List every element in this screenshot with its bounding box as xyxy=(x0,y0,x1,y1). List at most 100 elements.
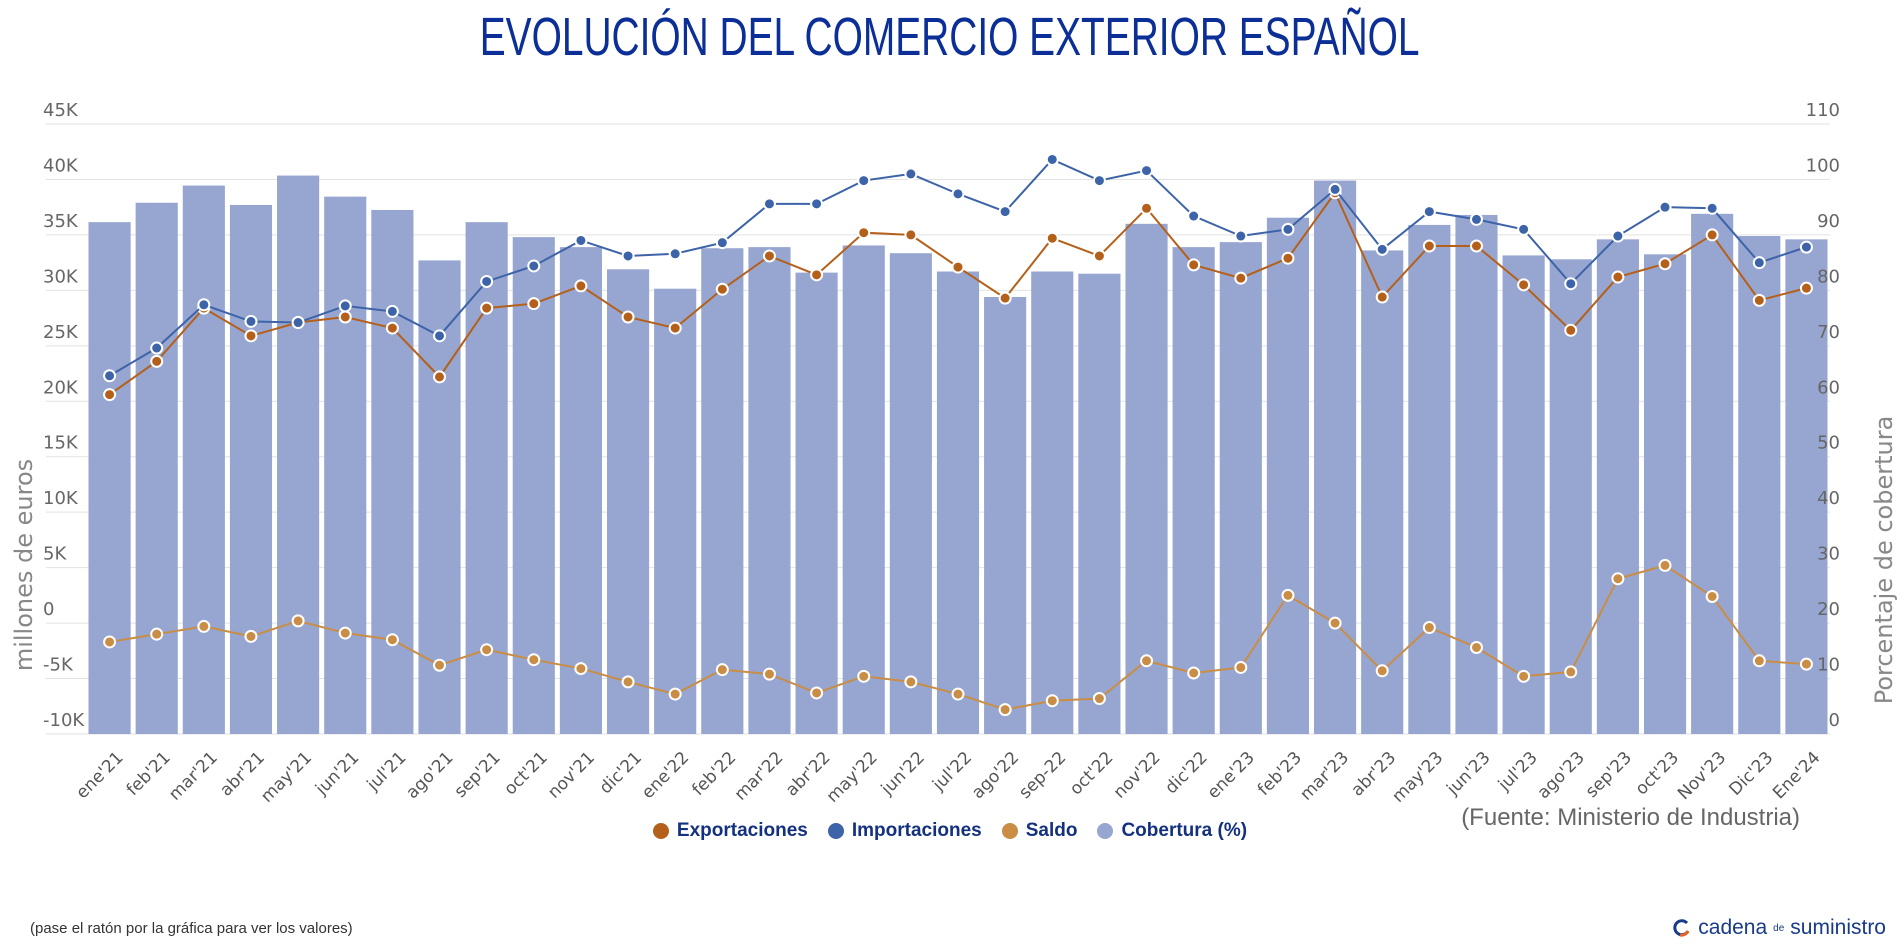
point-saldo xyxy=(762,667,776,681)
x-tick-label: ene'22 xyxy=(638,748,693,803)
legend-item[interactable]: Exportaciones xyxy=(652,820,808,842)
legend-item[interactable]: Cobertura (%) xyxy=(1097,820,1247,842)
point-saldo xyxy=(1045,694,1059,708)
y2-tick-label: 80 xyxy=(1817,266,1840,287)
bar-cobertura xyxy=(701,248,744,734)
point-saldo xyxy=(338,626,352,640)
legend-label: Exportaciones xyxy=(676,820,808,841)
legend-label: Importaciones xyxy=(851,820,982,841)
point-importaciones xyxy=(103,369,117,383)
x-tick-label: oct'22 xyxy=(1066,748,1117,799)
point-exportaciones xyxy=(951,260,965,274)
point-exportaciones xyxy=(1422,239,1436,253)
point-saldo xyxy=(1705,589,1719,603)
point-saldo xyxy=(1517,669,1531,683)
x-tick-label: sep-22 xyxy=(1015,748,1070,803)
bar-cobertura xyxy=(1785,239,1828,734)
legend-dot-icon xyxy=(1097,823,1114,839)
point-saldo xyxy=(668,687,682,701)
point-importaciones xyxy=(621,249,635,263)
y-tick-label: -5K xyxy=(43,655,74,676)
legend-item[interactable]: Saldo xyxy=(1001,820,1077,842)
point-saldo xyxy=(480,643,494,657)
point-exportaciones xyxy=(810,268,824,282)
point-importaciones xyxy=(527,259,541,273)
bar-cobertura xyxy=(1502,255,1545,734)
y-tick-label: 20K xyxy=(43,377,79,398)
point-saldo xyxy=(1187,666,1201,680)
point-saldo xyxy=(621,675,635,689)
point-saldo xyxy=(244,629,258,643)
point-exportaciones xyxy=(1611,270,1625,284)
point-importaciones xyxy=(1611,229,1625,243)
x-tick-label: jun'23 xyxy=(1442,748,1494,800)
y-tick-label: 10K xyxy=(43,488,79,509)
y-tick-label: 40K xyxy=(43,155,79,176)
point-importaciones xyxy=(1281,222,1295,236)
bar-cobertura xyxy=(1549,259,1592,734)
point-importaciones xyxy=(1045,152,1059,166)
bar-cobertura xyxy=(1643,254,1687,734)
y-tick-label: 35K xyxy=(43,211,79,232)
y2-tick-label: 30 xyxy=(1817,544,1840,565)
bar-cobertura xyxy=(135,202,178,734)
logo-part2: de xyxy=(1773,922,1785,934)
bar-cobertura xyxy=(88,222,131,734)
series-lines xyxy=(103,152,1813,717)
x-tick-label: may'22 xyxy=(823,748,882,807)
point-exportaciones xyxy=(1517,278,1531,292)
point-importaciones xyxy=(244,314,258,328)
x-tick-label: ago'23 xyxy=(1534,748,1589,803)
point-importaciones xyxy=(998,205,1012,219)
point-saldo xyxy=(574,662,588,676)
y2-tick-label: 100 xyxy=(1806,155,1840,176)
point-importaciones xyxy=(951,187,965,201)
bar-cobertura xyxy=(559,247,602,735)
point-saldo xyxy=(1281,588,1295,602)
point-exportaciones xyxy=(1375,290,1389,304)
point-saldo xyxy=(1422,621,1436,635)
logo[interactable]: cadena de suministro xyxy=(1672,916,1886,940)
bar-cobertura xyxy=(936,271,980,734)
point-exportaciones xyxy=(1799,281,1813,295)
x-tick-label: Ene'24 xyxy=(1769,748,1824,803)
point-saldo xyxy=(1375,664,1389,678)
legend-dot-icon xyxy=(652,823,669,839)
y2-tick-label: 110 xyxy=(1806,100,1840,121)
point-importaciones xyxy=(1092,174,1106,188)
y-tick-label: 25K xyxy=(43,322,79,343)
point-importaciones xyxy=(715,236,729,250)
point-importaciones xyxy=(810,197,824,211)
point-exportaciones xyxy=(1705,228,1719,242)
point-exportaciones xyxy=(1752,293,1766,307)
point-importaciones xyxy=(1564,277,1578,291)
point-importaciones xyxy=(433,329,447,343)
point-saldo xyxy=(1140,654,1154,668)
y2-tick-label: 40 xyxy=(1817,488,1840,509)
x-tick-label: may'21 xyxy=(257,748,316,807)
point-importaciones xyxy=(150,341,164,355)
point-exportaciones xyxy=(1045,231,1059,245)
point-importaciones xyxy=(338,299,352,313)
point-saldo xyxy=(715,663,729,677)
x-tick-label: oct'21 xyxy=(500,748,551,799)
legend-item[interactable]: Importaciones xyxy=(827,820,982,842)
point-saldo xyxy=(1469,640,1483,654)
point-exportaciones xyxy=(668,321,682,335)
y2-tick-label: 70 xyxy=(1817,322,1840,343)
bar-cobertura xyxy=(1314,180,1357,735)
point-importaciones xyxy=(1705,201,1719,215)
point-exportaciones xyxy=(621,310,635,324)
bar-cobertura xyxy=(1031,271,1074,734)
point-importaciones xyxy=(1375,242,1389,256)
point-saldo xyxy=(197,619,211,633)
bar-cobertura xyxy=(277,175,320,734)
x-tick-label: ago'22 xyxy=(968,748,1023,803)
point-saldo xyxy=(291,614,305,628)
point-importaciones xyxy=(1469,212,1483,226)
point-exportaciones xyxy=(1469,239,1483,253)
y2-tick-label: 0 xyxy=(1829,710,1840,731)
point-exportaciones xyxy=(574,279,588,293)
bar-cobertura xyxy=(512,237,555,735)
